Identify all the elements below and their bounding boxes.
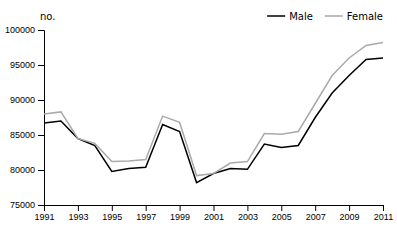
y-axis: 75000 80000 85000 90000 95000 100000 bbox=[5, 25, 45, 210]
x-tick-mark bbox=[281, 205, 282, 211]
legend-swatch bbox=[325, 15, 343, 17]
y-tick: 100000 bbox=[5, 25, 44, 35]
y-tick-label: 85000 bbox=[10, 130, 35, 140]
legend-item: Male bbox=[267, 11, 313, 22]
y-tick-label: 100000 bbox=[5, 25, 35, 35]
y-tick-mark bbox=[38, 65, 44, 66]
x-tick-mark bbox=[180, 205, 181, 211]
x-tick-label: 2005 bbox=[272, 212, 292, 222]
lines bbox=[44, 43, 383, 183]
x-tick-label: 2007 bbox=[306, 212, 326, 222]
x-tick: 2005 bbox=[272, 205, 292, 222]
x-tick: 2007 bbox=[306, 205, 326, 222]
x-tick-label: 1999 bbox=[170, 212, 190, 222]
y-tick: 85000 bbox=[10, 130, 44, 140]
y-tick-mark bbox=[38, 135, 44, 136]
x-tick: 1999 bbox=[170, 205, 190, 222]
y-tick: 75000 bbox=[10, 200, 44, 210]
x-tick-mark bbox=[383, 205, 384, 211]
y-tick-label: 95000 bbox=[10, 60, 35, 70]
x-tick-mark bbox=[146, 205, 147, 211]
legend-item: Female bbox=[325, 11, 383, 22]
chart: 1991 1993 1995 1997 1999 2001 2003 2005 2007 2009… bbox=[0, 0, 397, 227]
x-tick: 1993 bbox=[68, 205, 88, 222]
y-tick-label: 80000 bbox=[10, 165, 35, 175]
x-tick-label: 1991 bbox=[34, 212, 54, 222]
y-axis-line bbox=[38, 31, 45, 206]
y-tick-mark bbox=[38, 170, 44, 171]
x-tick-mark bbox=[112, 205, 113, 211]
x-tick: 2011 bbox=[374, 205, 393, 222]
x-tick-label: 1995 bbox=[102, 212, 122, 222]
legend-label: Female bbox=[347, 11, 383, 22]
legend: Male Female bbox=[267, 11, 383, 22]
y-tick: 80000 bbox=[10, 165, 44, 175]
y-axis-label: no. bbox=[40, 11, 55, 22]
x-axis: 1991 1993 1995 1997 1999 2001 2003 2005 2007 2009… bbox=[34, 205, 393, 222]
x-tick-label: 1997 bbox=[136, 212, 156, 222]
x-tick-mark bbox=[349, 205, 350, 211]
x-tick: 2003 bbox=[238, 205, 258, 222]
x-tick-label: 2003 bbox=[238, 212, 258, 222]
y-tick-mark bbox=[38, 100, 44, 101]
x-tick-mark bbox=[247, 205, 248, 211]
legend-swatch bbox=[267, 15, 285, 17]
x-tick-label: 1993 bbox=[68, 212, 88, 222]
x-tick: 1997 bbox=[136, 205, 156, 222]
plot: 1991 1993 1995 1997 1999 2001 2003 2005 2007 2009… bbox=[5, 25, 393, 222]
x-tick: 1991 bbox=[34, 205, 54, 222]
x-tick-mark bbox=[315, 205, 316, 211]
x-axis-line bbox=[45, 206, 384, 212]
x-tick-label: 2001 bbox=[204, 212, 224, 222]
x-tick-label: 2011 bbox=[374, 212, 393, 222]
x-tick: 2001 bbox=[204, 205, 224, 222]
legend-label: Male bbox=[289, 11, 313, 22]
x-tick-mark bbox=[78, 205, 79, 211]
x-tick: 2009 bbox=[340, 205, 360, 222]
y-tick: 90000 bbox=[10, 95, 44, 105]
x-tick: 1995 bbox=[102, 205, 122, 222]
y-tick: 95000 bbox=[10, 60, 44, 70]
series-line bbox=[44, 43, 383, 176]
y-tick-label: 90000 bbox=[10, 95, 35, 105]
y-tick-mark bbox=[38, 30, 44, 31]
x-tick-label: 2009 bbox=[340, 212, 360, 222]
y-tick-mark bbox=[38, 205, 44, 206]
y-tick-label: 75000 bbox=[10, 200, 35, 210]
x-tick-mark bbox=[214, 205, 215, 211]
